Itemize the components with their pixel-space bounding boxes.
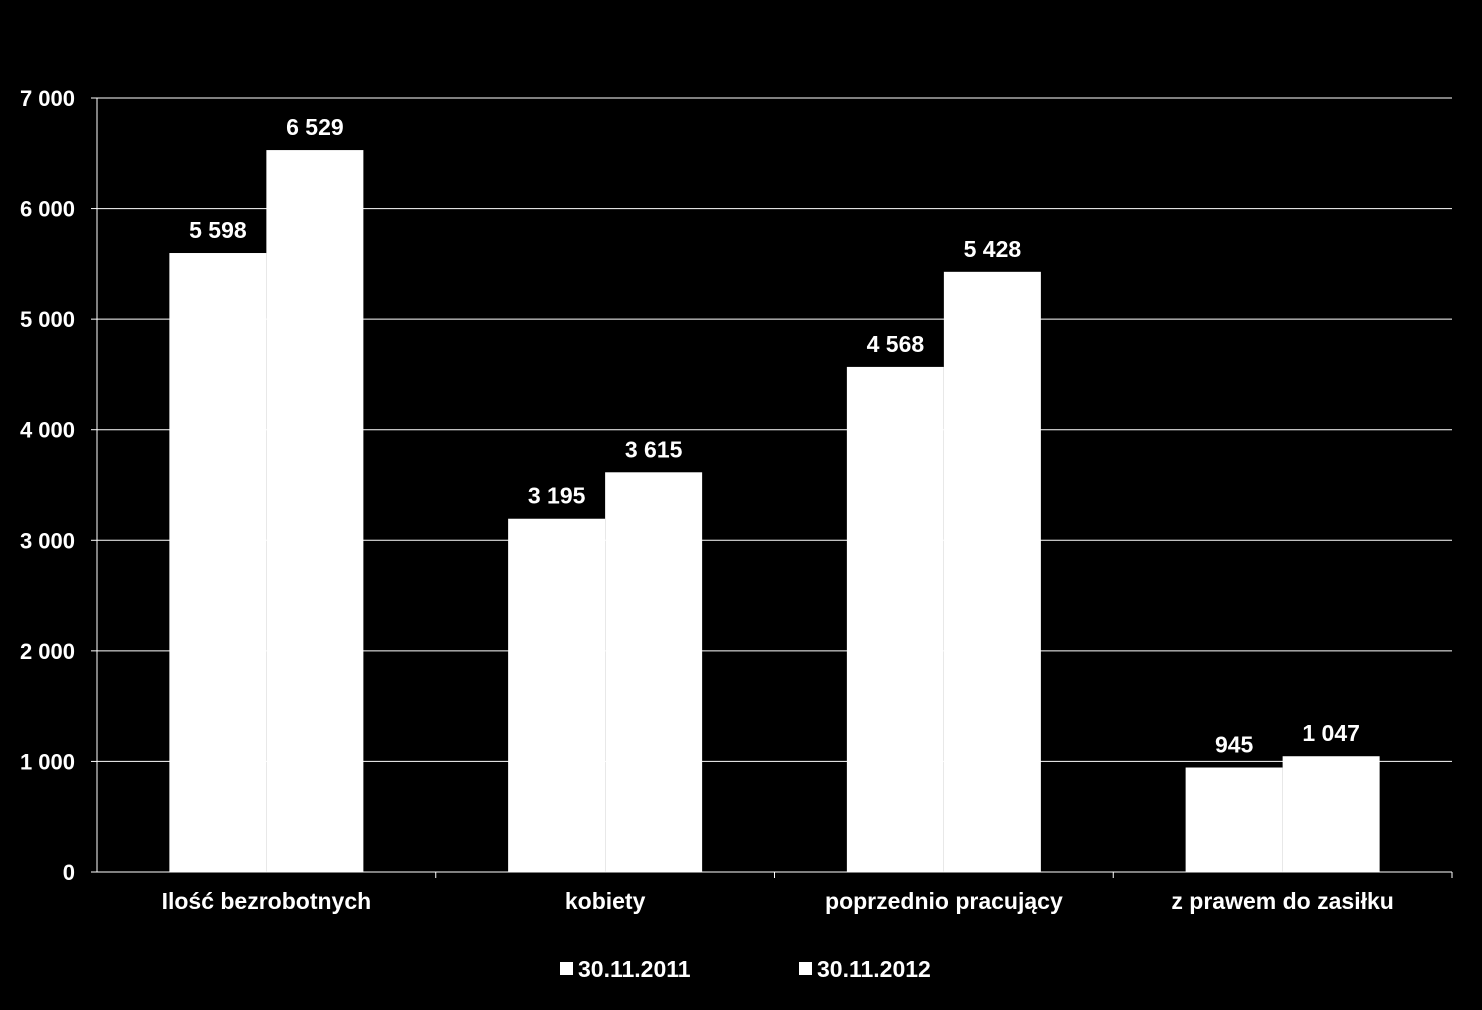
category-label: poprzednio pracujący bbox=[825, 888, 1063, 914]
bar bbox=[169, 253, 267, 873]
y-tick-label: 1 000 bbox=[20, 749, 75, 774]
data-label: 4 568 bbox=[867, 331, 925, 357]
bar bbox=[508, 518, 606, 872]
data-label: 5 598 bbox=[189, 217, 247, 243]
bar bbox=[605, 472, 703, 872]
category-label: kobiety bbox=[565, 888, 646, 914]
data-label: 6 529 bbox=[286, 114, 344, 140]
bar bbox=[846, 366, 944, 872]
legend-swatch bbox=[560, 962, 573, 975]
data-label: 3 615 bbox=[625, 436, 683, 462]
legend-label: 30.11.2011 bbox=[578, 956, 691, 982]
data-label: 3 195 bbox=[528, 483, 586, 509]
category-label: z prawem do zasiłku bbox=[1171, 888, 1393, 914]
category-label: Ilość bezrobotnych bbox=[162, 888, 372, 914]
y-axis-tick-labels: 0 1 000 2 000 3 000 4 000 5 000 6 000 7 000 bbox=[20, 86, 75, 885]
bar bbox=[1185, 767, 1283, 872]
y-tick-label: 2 000 bbox=[20, 639, 75, 664]
category-labels: Ilość bezrobotnych kobiety poprzednio prac… bbox=[162, 888, 1394, 914]
y-tick-label: 7 000 bbox=[20, 86, 75, 111]
data-label: 945 bbox=[1215, 732, 1254, 758]
y-tick-label: 4 000 bbox=[20, 418, 75, 443]
data-labels: 5 598 6 529 3 195 3 615 4 568 5 428 945 1 047 bbox=[189, 114, 1360, 757]
bars bbox=[169, 150, 1380, 873]
bar bbox=[943, 271, 1041, 872]
y-tick-label: 5 000 bbox=[20, 307, 75, 332]
y-tick-label: 3 000 bbox=[20, 528, 75, 553]
bar bbox=[266, 150, 364, 872]
data-label: 5 428 bbox=[964, 236, 1022, 262]
legend-swatch bbox=[799, 962, 812, 975]
bar bbox=[1282, 756, 1380, 872]
y-tick-label: 0 bbox=[63, 860, 75, 885]
legend-label: 30.11.2012 bbox=[817, 956, 931, 982]
data-label: 1 047 bbox=[1302, 720, 1360, 746]
legend: 30.11.2011 30.11.2012 bbox=[560, 956, 931, 982]
y-tick-label: 6 000 bbox=[20, 197, 75, 222]
